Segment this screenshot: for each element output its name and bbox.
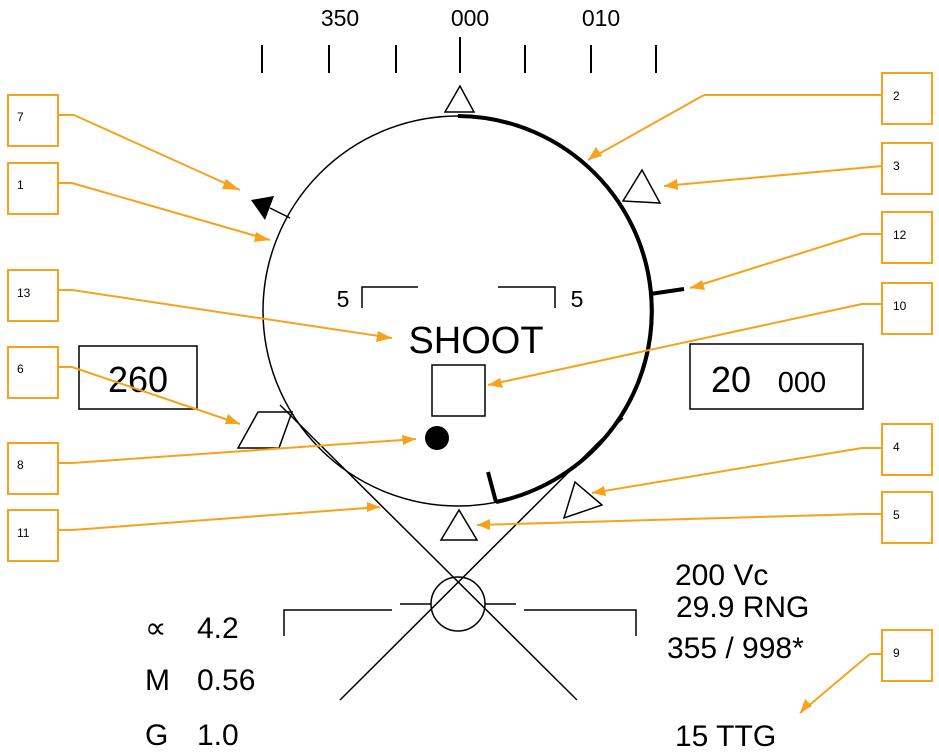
alpha-value: 4.2 [197,612,239,645]
range-arc [457,114,654,504]
arc-end-tick [486,471,498,503]
callout-boxes [7,72,933,682]
triangle-marker-4 [562,480,604,520]
target-marker-stem [269,207,291,219]
mach-value: 0.56 [197,664,255,697]
horizon-bar-right [524,609,637,636]
horizon-bar-left [283,609,392,636]
alpha-symbol: ∝ [145,612,166,645]
range-bracket-left [361,286,418,308]
ttg-readout: 15 TTG [675,720,776,753]
airspeed-value: 260 [108,359,168,400]
callout-2: 2 [893,89,900,103]
callout-arrowheads [222,147,812,713]
heading-label-000: 000 [451,5,489,31]
callout-3: 3 [893,159,900,173]
target-marker [251,196,274,220]
heading-label-350: 350 [321,5,359,31]
range-tick [649,287,685,296]
g-symbol: G [145,719,168,752]
shoot-cue: SHOOT [408,320,543,362]
range-bracket-left-label: 5 [337,286,350,312]
range-bracket-right-label: 5 [571,286,584,312]
callout-6: 6 [17,362,24,376]
callout-5: 5 [893,508,900,522]
altitude-value-minor: 000 [778,367,826,399]
callout-9: 9 [893,646,900,660]
steering-dot [425,426,449,450]
target-designator-box [431,364,486,417]
callout-12: 12 [893,228,907,242]
callout-4: 4 [893,440,900,454]
triangle-marker-3 [621,168,662,204]
closure-readout: 200 Vc [675,559,768,592]
callout-13: 13 [17,286,31,300]
triangle-marker-5 [439,508,479,541]
flight-path-marker [430,576,486,632]
callout-10: 10 [893,299,907,313]
callout-8: 8 [17,458,24,472]
crossing-lines [279,404,624,701]
callout-1: 1 [17,178,24,192]
mach-symbol: M [145,664,170,697]
callout-11: 11 [17,526,30,540]
airspeed-box [78,345,198,410]
callout-leaders [58,94,883,714]
g-value: 1.0 [197,719,239,752]
range-readout: 29.9 RNG [676,591,809,624]
altitude-box [689,343,864,410]
bearing-range-readout: 355 / 998* [667,632,804,665]
altitude-value-major: 20 [711,359,751,400]
heading-caret [443,84,476,113]
range-bracket-right [498,286,556,308]
heading-scale [261,37,657,73]
callout-7: 7 [17,110,24,124]
parallelogram-marker [236,411,294,449]
heading-label-010: 010 [582,5,620,31]
